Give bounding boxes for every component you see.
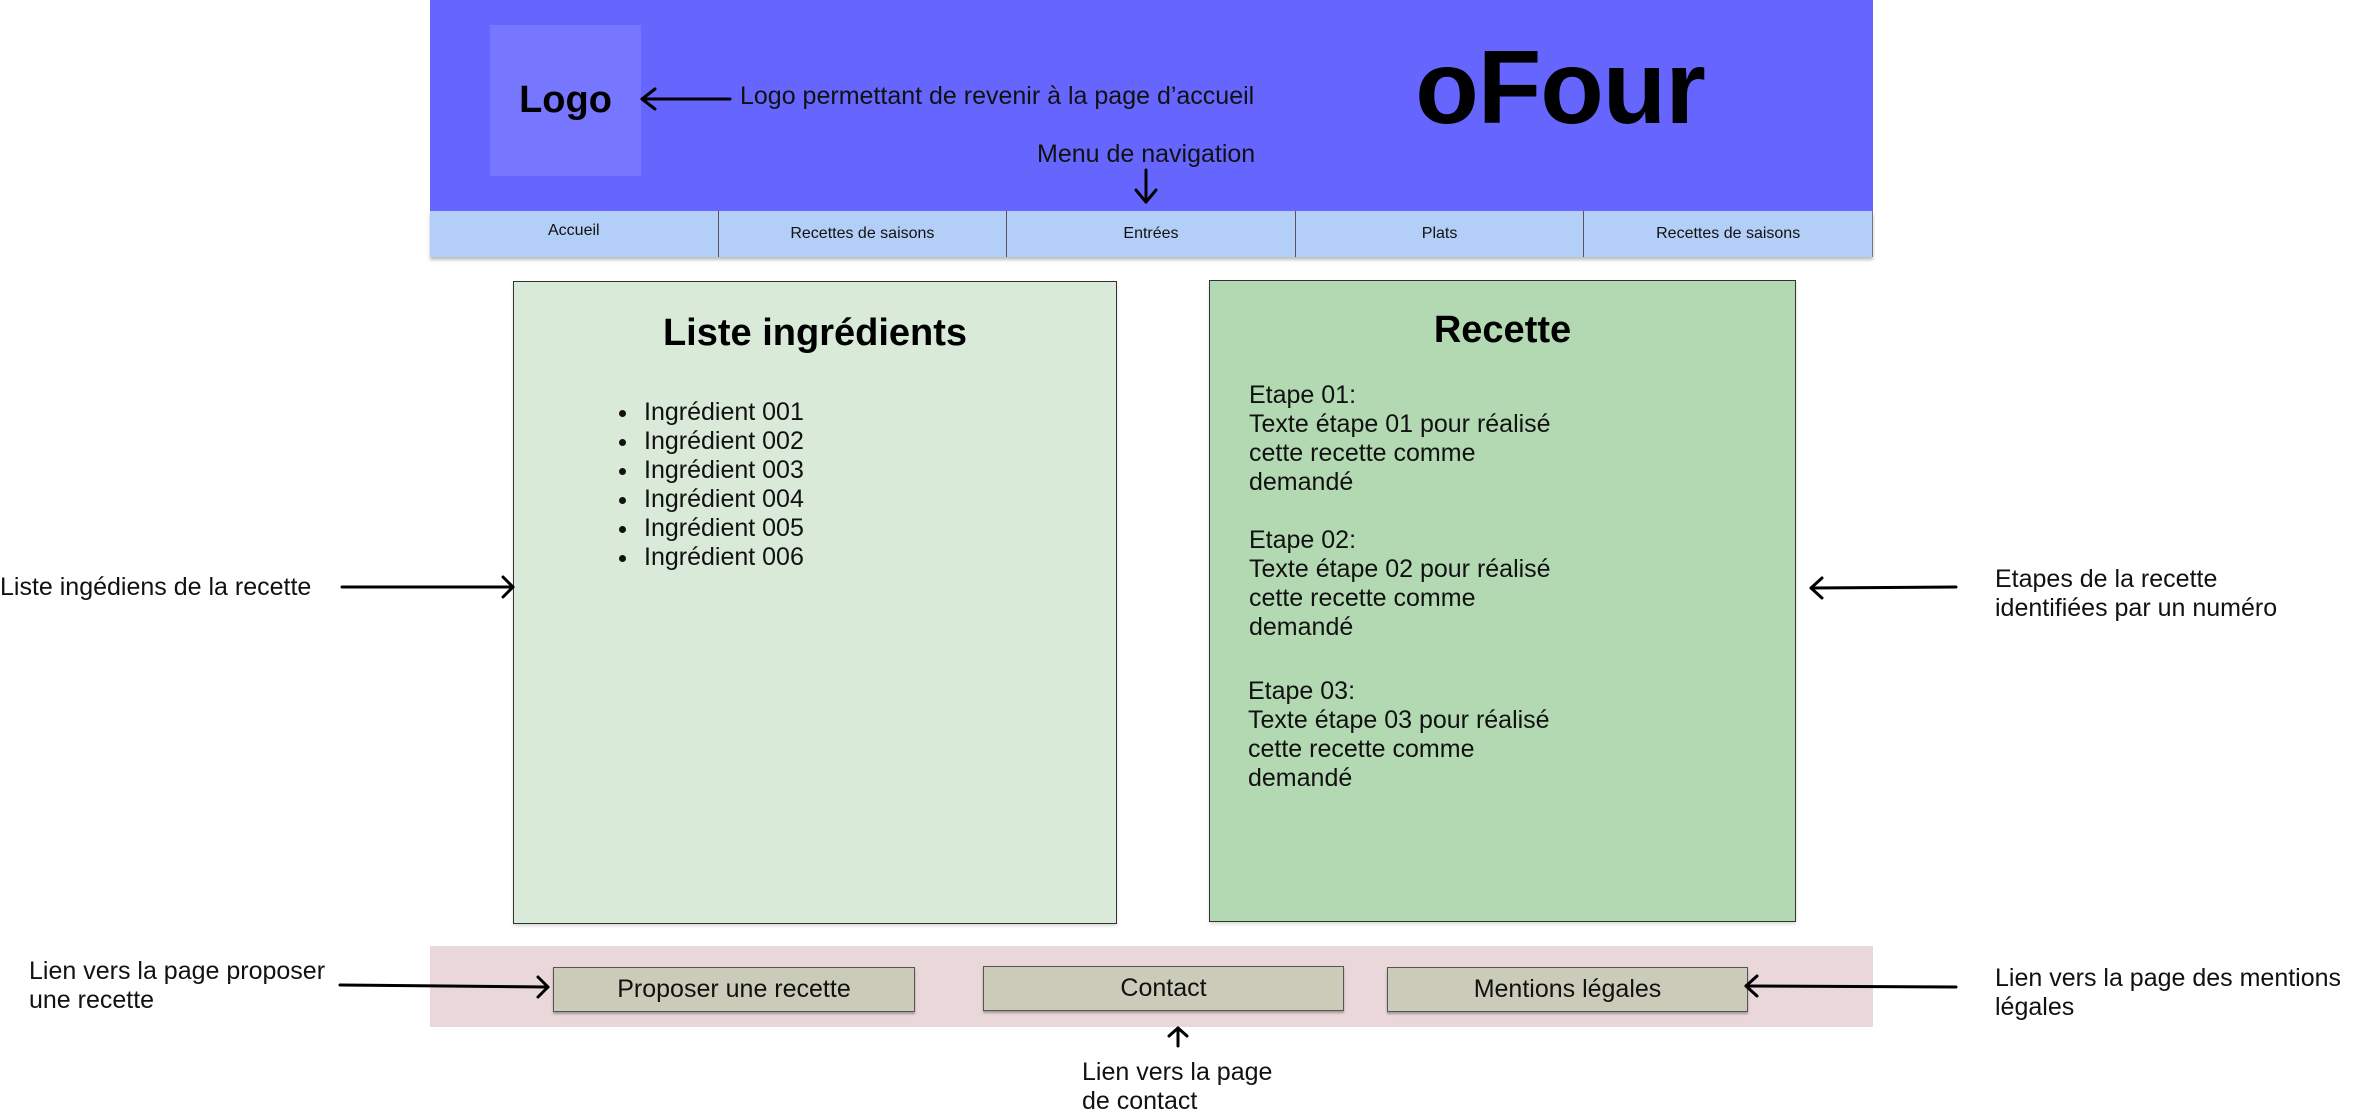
ingredients-list: Ingrédient 001 Ingrédient 002 Ingrédient…: [619, 398, 804, 572]
ingredient-item: Ingrédient 005: [619, 514, 804, 543]
arrow-to-propose: [338, 975, 550, 999]
step-text-line: Texte étape 01 pour réalisé: [1249, 410, 1551, 438]
site-header: [430, 0, 1873, 211]
ingredient-item: Ingrédient 003: [619, 456, 804, 485]
annotation-line: légales: [1995, 993, 2075, 1021]
step-text-line: cette recette comme: [1249, 584, 1476, 612]
ingredients-panel: Liste ingrédients Ingrédient 001 Ingrédi…: [513, 281, 1117, 924]
annotation-line: Lien vers la page proposer: [29, 957, 326, 985]
annotation-line: de contact: [1082, 1087, 1198, 1115]
navigation-menu: Accueil Recettes de saisons Entrées Plat…: [430, 211, 1873, 257]
step-text-line: demandé: [1249, 468, 1354, 496]
nav-item-recettes-de-saisons[interactable]: Recettes de saisons: [718, 211, 1008, 257]
step-text-line: Texte étape 03 pour réalisé: [1248, 706, 1550, 734]
recipe-panel: Recette Etape 01: Texte étape 01 pour ré…: [1209, 280, 1796, 922]
step-text-line: Texte étape 02 pour réalisé: [1249, 555, 1551, 583]
site-title: oFour: [1415, 29, 1706, 146]
annotation-propose: Lien vers la page proposer une recette: [29, 957, 325, 1015]
annotation-line: Lien vers la page: [1082, 1058, 1273, 1086]
nav-item-entrees[interactable]: Entrées: [1007, 211, 1296, 257]
step-text-line: cette recette comme: [1248, 735, 1475, 763]
recipe-title: Recette: [1433, 309, 1572, 351]
logo-placeholder[interactable]: Logo: [490, 25, 641, 176]
annotation-ingredients: Liste ingédiens de la recette: [0, 573, 312, 601]
step-text-line: cette recette comme: [1249, 439, 1476, 467]
arrow-to-contact: [1167, 1026, 1189, 1048]
step-label: Etape 02:: [1249, 526, 1357, 554]
annotation-legal: Lien vers la page des mentions légales: [1995, 964, 2341, 1022]
annotation-line: Lien vers la page des mentions: [1995, 964, 2342, 992]
arrow-to-steps: [1809, 576, 1958, 600]
ingredient-item: Ingrédient 001: [619, 398, 804, 427]
arrow-to-nav: [1134, 168, 1158, 204]
nav-item-accueil[interactable]: Accueil: [430, 211, 719, 257]
nav-item-plats[interactable]: Plats: [1295, 211, 1585, 257]
legal-notice-button[interactable]: Mentions légales: [1387, 967, 1748, 1012]
annotation-nav: Menu de navigation: [1037, 140, 1256, 168]
annotation-line: Etapes de la recette: [1995, 565, 2218, 593]
ingredients-title: Liste ingrédients: [662, 312, 968, 354]
recipe-step-3: Etape 03: Texte étape 03 pour réalisé ce…: [1248, 677, 1588, 793]
logo-label: Logo: [519, 79, 612, 121]
contact-button[interactable]: Contact: [983, 966, 1344, 1011]
annotation-logo: Logo permettant de revenir à la page d’a…: [740, 82, 1255, 110]
recipe-step-1: Etape 01: Texte étape 01 pour réalisé ce…: [1249, 381, 1589, 497]
annotation-steps: Etapes de la recette identifiées par un …: [1995, 565, 2277, 623]
ingredient-item: Ingrédient 004: [619, 485, 804, 514]
arrow-to-ingredients: [340, 575, 515, 599]
arrow-to-logo: [640, 87, 732, 111]
step-text-line: demandé: [1248, 764, 1353, 792]
recipe-step-2: Etape 02: Texte étape 02 pour réalisé ce…: [1249, 526, 1589, 642]
annotation-contact: Lien vers la page de contact: [1082, 1058, 1272, 1116]
ingredient-item: Ingrédient 002: [619, 427, 804, 456]
propose-recipe-button[interactable]: Proposer une recette: [553, 967, 915, 1012]
ingredient-item: Ingrédient 006: [619, 543, 804, 572]
step-text-line: demandé: [1249, 613, 1354, 641]
nav-item-recettes-de-saisons-2[interactable]: Recettes de saisons: [1584, 211, 1873, 257]
step-label: Etape 01:: [1249, 381, 1357, 409]
arrow-to-legal: [1744, 974, 1958, 998]
annotation-line: identifiées par un numéro: [1995, 594, 2278, 622]
annotation-line: une recette: [29, 986, 155, 1014]
step-label: Etape 03:: [1248, 677, 1356, 705]
